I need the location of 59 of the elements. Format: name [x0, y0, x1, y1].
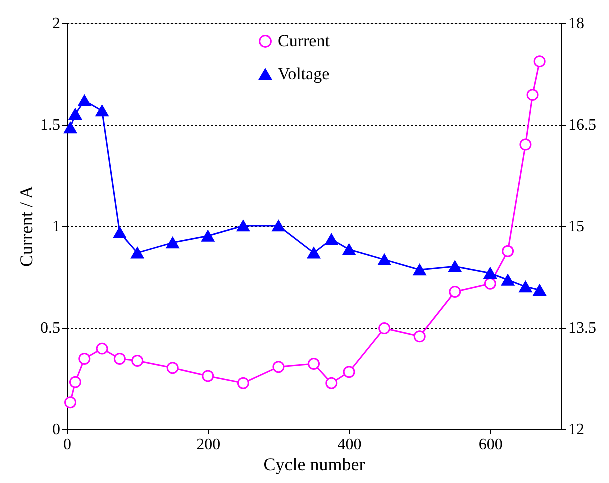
y-tick-label: 2 — [52, 16, 60, 32]
point — [308, 247, 320, 259]
point — [413, 264, 426, 276]
point — [202, 230, 215, 242]
point — [272, 220, 286, 232]
point — [343, 366, 356, 378]
y2-tick-label: 16.5 — [568, 117, 596, 134]
point — [533, 284, 546, 296]
point — [69, 108, 82, 120]
point — [78, 352, 91, 365]
point — [202, 370, 214, 382]
point — [484, 278, 496, 290]
point — [308, 358, 320, 370]
point — [236, 220, 250, 232]
point — [448, 260, 462, 272]
point — [114, 352, 126, 365]
legend-label: Voltage — [278, 64, 330, 84]
point — [132, 355, 144, 367]
y2-tick-label: 15 — [568, 218, 584, 236]
point — [69, 376, 82, 388]
legend-label: Current — [278, 32, 330, 50]
point — [237, 377, 250, 390]
point — [526, 89, 539, 102]
y-tick-label: 1 — [52, 218, 60, 236]
y2-tick-label: 12 — [568, 422, 584, 438]
x-tick-label: 600 — [478, 436, 503, 454]
point — [131, 247, 144, 259]
point — [519, 281, 532, 293]
x-tick-label: 0 — [64, 436, 72, 454]
point — [326, 377, 338, 390]
point — [502, 274, 515, 286]
point — [502, 245, 514, 258]
y-axis-title: Current / A — [16, 186, 36, 267]
point — [272, 361, 285, 374]
point — [96, 342, 108, 355]
point — [378, 322, 391, 334]
y2-tick-label: 18 — [568, 16, 584, 32]
point — [534, 56, 546, 68]
point — [414, 330, 426, 343]
x-tick-label: 200 — [196, 436, 221, 454]
y-tick-label: 0 — [52, 422, 60, 438]
point — [342, 244, 356, 256]
point — [96, 105, 109, 117]
point — [325, 234, 338, 246]
point — [64, 396, 77, 409]
point — [78, 95, 92, 107]
point — [113, 227, 126, 238]
point — [484, 268, 497, 280]
y-tick-label: 1.5 — [40, 117, 60, 134]
x-axis-title: Cycle number — [264, 454, 366, 474]
y2-tick-label: 13.5 — [568, 320, 596, 337]
point — [166, 362, 179, 374]
point — [166, 237, 180, 249]
x-tick-label: 400 — [338, 436, 362, 454]
y-tick-label: 0.5 — [40, 320, 60, 337]
point — [64, 122, 77, 134]
point — [378, 254, 392, 266]
point — [449, 286, 462, 298]
point — [520, 138, 532, 151]
